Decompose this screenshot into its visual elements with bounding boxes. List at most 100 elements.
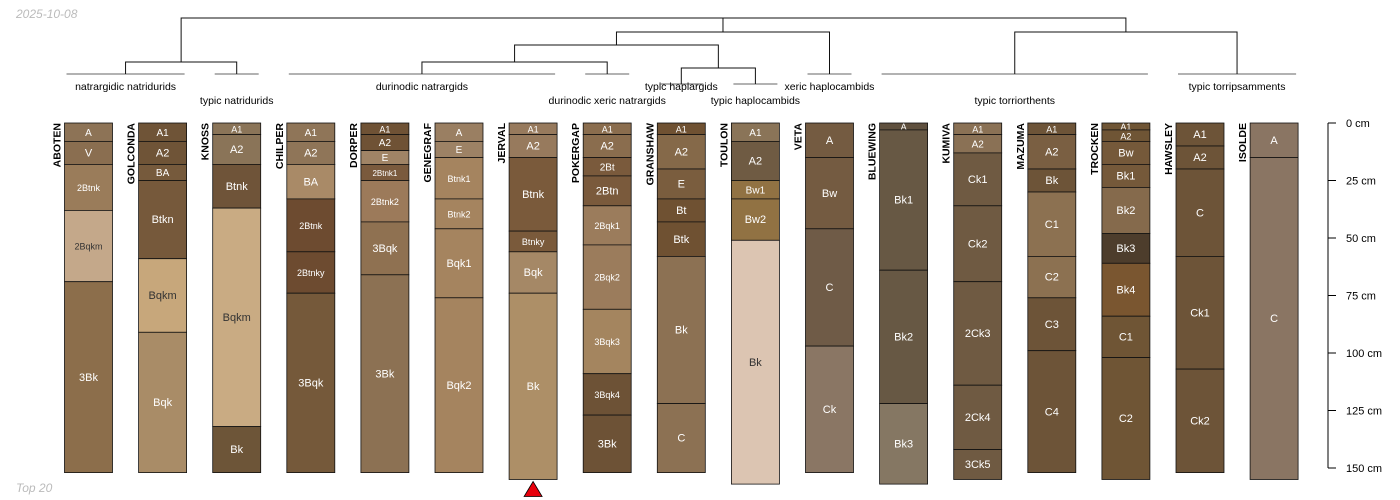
- horizon-bw[interactable]: [805, 157, 854, 230]
- soil-profile-bluewing[interactable]: A Bk1 Bk2 Bk3 BLUEWING: [867, 122, 928, 485]
- horizon-label: A1: [528, 124, 539, 134]
- horizon-2bqk2[interactable]: [582, 244, 632, 310]
- soil-profile-genegraf[interactable]: AE Btnk1 Btnk2 Bqk1 Bqk2 GENEGRAF: [422, 122, 484, 473]
- horizon-label: Ck2: [1190, 415, 1210, 427]
- horizon-label: E: [678, 179, 685, 191]
- horizon-bw2[interactable]: [731, 198, 780, 241]
- horizon-3bk[interactable]: [582, 414, 632, 474]
- horizon-a[interactable]: [805, 122, 854, 158]
- horizon-ck2[interactable]: [1175, 368, 1225, 474]
- soil-profile-isolde[interactable]: A C ISOLDE: [1237, 122, 1299, 480]
- horizon-btk[interactable]: [656, 221, 706, 257]
- horizon-a2[interactable]: [731, 140, 780, 181]
- soil-profile-aboten[interactable]: AV 2Btnk 2Bqkm 3Bk ABOTEN: [52, 122, 113, 474]
- horizon-2bqkm[interactable]: [64, 209, 113, 283]
- horizon-c1[interactable]: [1101, 315, 1151, 359]
- horizon-label: Btkn: [152, 214, 174, 226]
- horizon-2btnky[interactable]: [286, 251, 336, 294]
- horizon-3bk[interactable]: [360, 274, 410, 473]
- horizon-bk2[interactable]: [879, 269, 928, 405]
- horizon-ck1[interactable]: [953, 152, 1003, 207]
- horizon-3bqk4[interactable]: [582, 373, 632, 416]
- horizon-label: A1: [156, 128, 169, 139]
- horizon-btnk2[interactable]: [434, 198, 484, 230]
- horizon-ck1[interactable]: [1175, 255, 1225, 370]
- soil-profile-chilper[interactable]: A1 A2 BA 2Btnk 2Btnky 3Bqk CHILPER: [274, 123, 336, 474]
- horizon-btnk[interactable]: [212, 163, 262, 209]
- date-label: 2025-10-08: [16, 7, 78, 21]
- horizon-a[interactable]: [1249, 122, 1299, 158]
- horizon-3bqk[interactable]: [286, 292, 336, 474]
- horizon-c1[interactable]: [1027, 191, 1077, 257]
- horizon-3bk[interactable]: [64, 281, 113, 474]
- taxon-label: xeric haplocambids: [785, 81, 875, 93]
- horizon-label: A2: [526, 141, 539, 153]
- horizon-2ck3[interactable]: [953, 281, 1003, 386]
- dendrogram-branch: [180, 17, 724, 62]
- horizon-c[interactable]: [805, 228, 854, 347]
- horizon-bk[interactable]: [656, 255, 706, 404]
- horizon-bk1[interactable]: [879, 129, 928, 271]
- horizon-ba[interactable]: [286, 163, 336, 200]
- horizon-bqk[interactable]: [508, 251, 558, 294]
- soil-profile-kumiva[interactable]: A1 A2 Ck1 Ck2 2Ck3 2Ck4 3Ck5 KUMIVA: [941, 123, 1003, 480]
- horizon-2btnk2[interactable]: [360, 180, 410, 223]
- dendrogram-branch: [452, 17, 1127, 32]
- profile-name-label: ABOTEN: [52, 123, 64, 167]
- soil-profile-pokergap[interactable]: A1 A2 2Bt 2Btn 2Bqk1 2Bqk2 3Bqk3 3Bqk4 3Bk POKERG…: [570, 122, 632, 474]
- soil-profile-veta[interactable]: A Bw C Ck VETA: [793, 122, 854, 474]
- horizon-2bqk1[interactable]: [582, 205, 632, 246]
- horizon-label: Bqk: [524, 267, 543, 279]
- horizon-btnk1[interactable]: [434, 157, 484, 200]
- horizon-c[interactable]: [1175, 168, 1225, 257]
- soil-profile-knoss[interactable]: A1 A2 Btnk Bqkm Bk KNOSS: [200, 122, 262, 474]
- horizon-label: A: [85, 128, 92, 139]
- horizon-bqkm[interactable]: [138, 258, 188, 333]
- horizon-label: C1: [1119, 332, 1133, 344]
- soil-profile-jerval[interactable]: A1 A2 Btnk Btnky Bqk Bk JERVAL: [496, 122, 558, 480]
- horizon-c2[interactable]: [1027, 255, 1077, 299]
- soil-profile-granshaw[interactable]: A1 A2 E Bt Btk Bk C GRANSHAW: [644, 122, 706, 474]
- soil-profile-dorper[interactable]: A1 A2 E 2Btnk1 2Btnk2 3Bqk 3Bk DORPER: [348, 123, 410, 473]
- horizon-c3[interactable]: [1027, 297, 1077, 352]
- horizon-btkn[interactable]: [138, 180, 188, 260]
- horizon-e[interactable]: [656, 168, 706, 200]
- horizon-label: 3Bk: [598, 438, 617, 450]
- horizon-c[interactable]: [656, 403, 706, 474]
- horizon-3ck5[interactable]: [953, 449, 1003, 480]
- horizon-2btn[interactable]: [582, 175, 632, 207]
- horizon-label: A1: [1120, 122, 1131, 132]
- horizon-label: C: [1270, 313, 1278, 325]
- horizon-label: Btnk: [226, 181, 249, 193]
- profile-name-label: JERVAL: [496, 122, 508, 163]
- soil-profile-mazuma[interactable]: A1 A2 Bk C1 C2 C3 C4 MAZUMA: [1015, 123, 1077, 474]
- horizon-ck[interactable]: [805, 345, 854, 474]
- horizon-btnk[interactable]: [508, 157, 558, 232]
- horizon-bqkm[interactable]: [212, 207, 262, 428]
- horizon-3bqk3[interactable]: [582, 308, 632, 375]
- horizon-bk2[interactable]: [1101, 186, 1151, 234]
- soil-profile-golconda[interactable]: A1 A2 BA Btkn Bqkm Bqk GOLCONDA: [126, 123, 188, 473]
- horizon-bqk[interactable]: [138, 331, 188, 473]
- horizon-a2[interactable]: [656, 134, 706, 170]
- horizon-c4[interactable]: [1027, 350, 1077, 474]
- horizon-a2[interactable]: [1027, 134, 1077, 170]
- horizon-label: A1: [305, 128, 318, 139]
- horizon-bk[interactable]: [731, 239, 780, 485]
- horizon-ck2[interactable]: [953, 205, 1003, 283]
- soil-profile-toulon[interactable]: A1 A2 Bw1 Bw2 Bk TOULON: [718, 122, 780, 485]
- horizon-2btnk[interactable]: [286, 198, 336, 253]
- depth-tick-label: 100 cm: [1346, 348, 1382, 360]
- horizon-c2[interactable]: [1101, 357, 1151, 480]
- horizon-3bqk[interactable]: [360, 221, 410, 276]
- soil-profile-hawsley[interactable]: A1 A2 C Ck1 Ck2 HAWSLEY: [1163, 122, 1225, 474]
- horizon-bk3[interactable]: [1101, 232, 1151, 264]
- horizon-bk[interactable]: [508, 292, 558, 480]
- horizon-bk4[interactable]: [1101, 262, 1151, 317]
- horizon-bk3[interactable]: [879, 403, 928, 485]
- horizon-bqk2[interactable]: [434, 297, 484, 473]
- horizon-a2[interactable]: [212, 134, 262, 165]
- horizon-bk[interactable]: [212, 426, 262, 474]
- horizon-c[interactable]: [1249, 157, 1299, 480]
